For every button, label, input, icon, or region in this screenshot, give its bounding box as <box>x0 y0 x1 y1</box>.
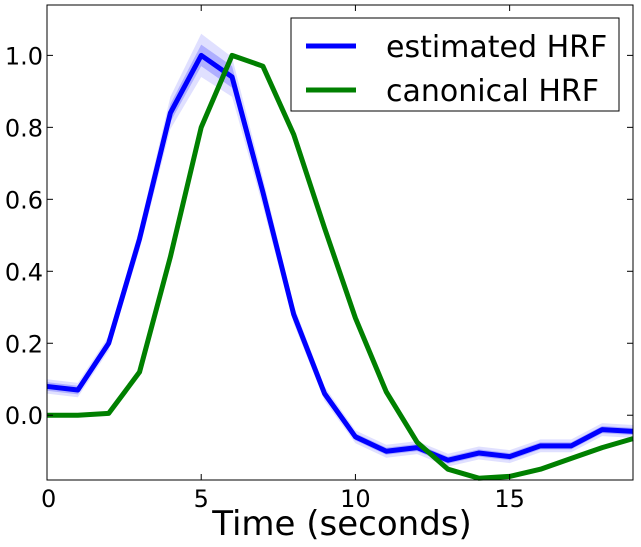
x-axis-ticks: 0 5 10 15 <box>41 5 525 513</box>
series-line-canonical <box>47 52 634 481</box>
y-tick-label: 0.8 <box>5 114 43 142</box>
y-tick-label: 1.0 <box>5 42 43 70</box>
y-axis-ticks: 0.0 0.2 0.4 0.6 0.8 1.0 <box>5 42 633 430</box>
x-tick-label: 15 <box>494 485 525 513</box>
x-tick-label: 5 <box>194 485 209 513</box>
x-tick-label: 0 <box>41 485 56 513</box>
legend: estimated HRF canonical HRF <box>290 17 620 112</box>
x-tick-label: 10 <box>340 485 371 513</box>
y-tick-label: 0.4 <box>5 258 43 286</box>
y-tick-label: 0.0 <box>5 402 43 430</box>
legend-label-estimated: estimated HRF <box>386 30 607 65</box>
series-line-estimated <box>46 52 634 463</box>
series-lines <box>46 52 634 481</box>
legend-label-canonical: canonical HRF <box>386 74 599 109</box>
legend-box <box>290 17 620 112</box>
y-tick-label: 0.6 <box>5 186 43 214</box>
x-axis-label: Time (seconds) <box>211 504 472 544</box>
plot-frame <box>46 4 634 481</box>
y-tick-label: 0.2 <box>5 330 43 358</box>
